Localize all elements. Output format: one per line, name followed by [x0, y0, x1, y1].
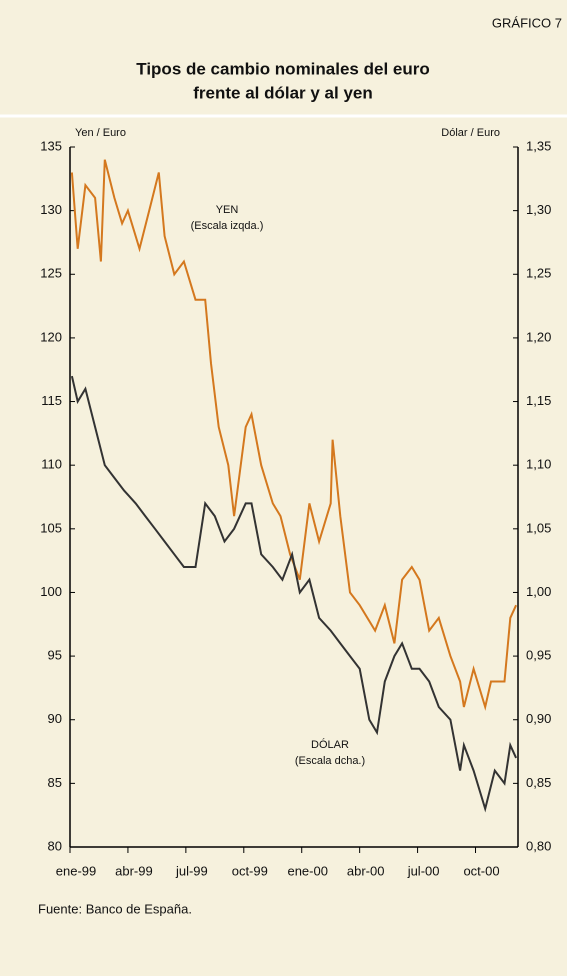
y2-tick-label: 0,90: [526, 711, 551, 726]
annotation: DÓLAR: [311, 738, 349, 751]
y2-axis-label: Dólar / Euro: [441, 127, 500, 139]
y2-tick-label: 1,10: [526, 457, 551, 472]
y2-tick-label: 0,95: [526, 648, 551, 663]
x-tick-label: jul-99: [175, 863, 208, 878]
annotation: (Escala dcha.): [295, 755, 365, 767]
y-axis-label: Yen / Euro: [75, 127, 126, 139]
y-tick-label: 85: [48, 775, 62, 790]
y2-tick-label: 1,00: [526, 584, 551, 599]
y2-tick-label: 0,85: [526, 775, 551, 790]
y2-tick-label: 1,25: [526, 266, 551, 281]
x-tick-label: abr-99: [115, 863, 153, 878]
y-tick-label: 80: [48, 838, 62, 853]
x-tick-label: oct-99: [232, 863, 268, 878]
y-tick-label: 115: [41, 393, 62, 408]
y-tick-label: 135: [40, 138, 62, 153]
y-tick-label: 120: [40, 329, 62, 344]
y-tick-label: 110: [41, 457, 62, 472]
y-tick-label: 100: [40, 584, 62, 599]
y2-tick-label: 1,05: [526, 520, 551, 535]
x-tick-label: abr-00: [347, 863, 385, 878]
source: Fuente: Banco de España.: [38, 901, 192, 916]
x-tick-label: ene-99: [56, 863, 96, 878]
y-tick-label: 125: [40, 266, 62, 281]
annotation: (Escala izqda.): [191, 220, 264, 232]
y2-tick-label: 1,20: [526, 329, 551, 344]
x-tick-label: oct-00: [463, 863, 499, 878]
chart-title: frente al dólar y al yen: [193, 83, 373, 102]
series-line: [70, 375, 518, 813]
y-tick-label: 130: [40, 202, 62, 217]
chart-title: Tipos de cambio nominales del euro: [136, 59, 429, 78]
y2-tick-label: 0,80: [526, 838, 551, 853]
y-tick-label: 105: [40, 520, 62, 535]
y2-tick-label: 1,35: [526, 138, 551, 153]
x-tick-label: jul-00: [407, 863, 440, 878]
series-line: [70, 159, 518, 711]
chart-label: GRÁFICO 7: [492, 15, 562, 30]
y2-tick-label: 1,30: [526, 202, 551, 217]
y-tick-label: 90: [48, 711, 62, 726]
y2-tick-label: 1,15: [526, 393, 551, 408]
x-tick-label: ene-00: [287, 863, 327, 878]
y-tick-label: 95: [48, 648, 62, 663]
annotation: YEN: [216, 204, 239, 216]
